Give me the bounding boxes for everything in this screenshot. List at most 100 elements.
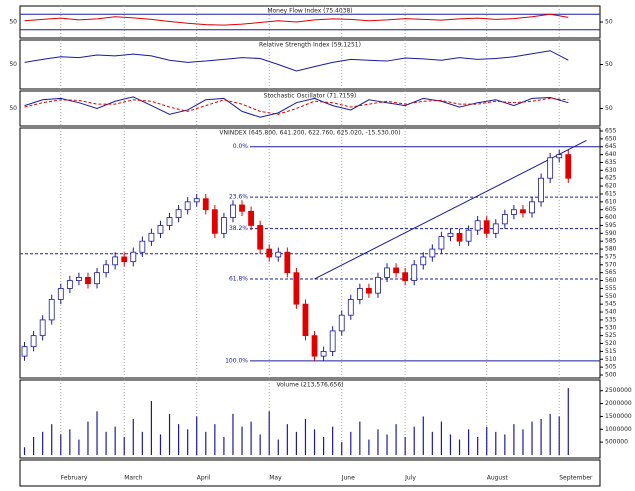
candle-body (266, 248, 273, 258)
candle-body (257, 225, 264, 250)
y-tick-label: 525 (605, 332, 617, 339)
candle-body (202, 198, 209, 211)
x-tick-label: August (487, 475, 509, 482)
candle-body (520, 209, 526, 214)
y-tick-label: 580 (605, 246, 617, 253)
candle-body (57, 288, 64, 300)
y-tick-label: 50 (605, 61, 613, 68)
y-tick-label: 515 (605, 348, 617, 355)
y-tick-label: 505 (605, 364, 617, 371)
candle-body (347, 299, 354, 316)
panel-frame (19, 127, 601, 379)
candle-body (284, 251, 291, 274)
y-tick-label: 590 (605, 230, 617, 237)
candle-body (221, 217, 227, 234)
y-tick-label-left: 50 (9, 105, 17, 112)
candle-body (112, 256, 119, 266)
candle-body (166, 217, 173, 226)
candle-body (139, 240, 146, 253)
x-tick-label: September (559, 475, 593, 482)
y-tick-label: 555 (605, 285, 617, 292)
candle-body (248, 210, 254, 226)
candle-body (384, 267, 390, 278)
candle-body (356, 288, 363, 300)
y-tick-label: 535 (605, 316, 617, 323)
candle-body (302, 303, 309, 337)
candle-body (474, 220, 481, 231)
y-tick-label: 545 (605, 301, 617, 308)
y-tick-label: 540 (605, 309, 617, 316)
candle-body (39, 319, 46, 337)
y-tick-label: 605 (605, 206, 617, 213)
y-tick-label: 565 (605, 269, 617, 276)
candle-body (420, 256, 427, 266)
candle-body (148, 232, 155, 242)
candle-body (103, 264, 109, 274)
candle-body (76, 276, 82, 281)
fib-label: 23.6% (229, 194, 248, 201)
candle-body (184, 201, 191, 211)
indicator-line (24, 13, 569, 26)
candle-body (393, 267, 399, 274)
y-tick-label: 630 (605, 167, 617, 174)
candle-body (157, 225, 164, 234)
y-tick-label: 615 (605, 190, 617, 197)
fib-label: 100.0% (225, 357, 248, 364)
candle-body (48, 299, 55, 321)
indicator-line (24, 96, 569, 118)
candle-body (211, 209, 218, 234)
candle-body (121, 256, 128, 263)
y-tick-label: 650 (605, 135, 617, 142)
x-tick-label: February (61, 475, 88, 482)
x-tick-label: July (404, 475, 416, 482)
x-tick-label: May (269, 475, 282, 482)
y-tick-label: 640 (605, 151, 617, 158)
fib-label: 61.8% (229, 275, 248, 282)
candle-body (411, 264, 418, 281)
y-tick-label: 520 (605, 340, 617, 347)
panel-frame (19, 90, 601, 127)
candle-body (438, 236, 445, 250)
y-tick-label: 560 (605, 277, 617, 284)
y-tick-label: 570 (605, 261, 617, 268)
fib-label: 0.0% (233, 143, 249, 150)
y-tick-label: 1500000 (605, 413, 632, 420)
y-tick-label: 600 (605, 214, 617, 221)
y-tick-label: 2000000 (605, 400, 632, 407)
y-tick-label-left: 50 (9, 19, 17, 26)
panel-frame (19, 5, 601, 39)
candle-body (293, 272, 300, 305)
fib-label: 38.2% (229, 225, 248, 232)
candle-body (193, 198, 200, 203)
candle-body (66, 280, 73, 289)
y-tick-label: 2500000 (605, 387, 632, 394)
y-tick-label: 50 (605, 19, 613, 26)
candle-body (94, 272, 100, 285)
panel-title: Stochastic Oscillator (71.7159) (264, 93, 357, 100)
candle-body (338, 314, 345, 332)
y-tick-label: 625 (605, 175, 617, 182)
y-tick-label: 620 (605, 183, 617, 190)
candle-body (85, 276, 91, 285)
candle-body (529, 201, 535, 214)
y-tick-label: 575 (605, 253, 617, 260)
y-tick-label: 655 (605, 128, 617, 135)
x-tick-label: April (197, 475, 211, 482)
candle-body (447, 232, 454, 237)
y-tick-label: 585 (605, 238, 617, 245)
panel-title: Volume (213,576,656) (276, 382, 343, 389)
candle-body (402, 272, 409, 281)
y-tick-label: 1000000 (605, 426, 632, 433)
candle-body (538, 177, 544, 203)
candle-body (275, 251, 282, 258)
candle-body (366, 288, 372, 294)
y-tick-label: 510 (605, 356, 617, 363)
panel-title: VNINDEX (645.800, 641.200, 622.760, 625.… (219, 130, 400, 137)
candle-body (21, 346, 28, 357)
y-tick-label: 635 (605, 159, 617, 166)
candle-body (311, 335, 318, 357)
trend-line (314, 139, 587, 280)
y-tick-label: 595 (605, 222, 617, 229)
candle-body (465, 229, 472, 242)
